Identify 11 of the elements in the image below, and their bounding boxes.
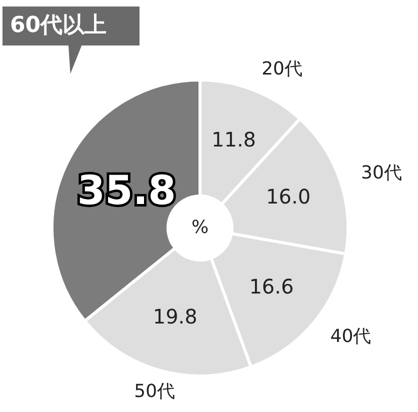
slice-label: 20代 (262, 58, 302, 80)
slice-label: 30代 (361, 162, 402, 184)
slice-label: 40代 (330, 326, 372, 348)
slice-label: 60代以上 (10, 13, 107, 38)
data-label: 16.0 (266, 184, 311, 209)
data-label: 16.6 (249, 274, 294, 298)
data-label: 11.8 (212, 128, 256, 152)
slice-label: 50代 (134, 380, 176, 402)
text: % (191, 216, 209, 238)
data-label: 19.8 (152, 304, 198, 328)
data-label: 35.8 (77, 168, 176, 214)
